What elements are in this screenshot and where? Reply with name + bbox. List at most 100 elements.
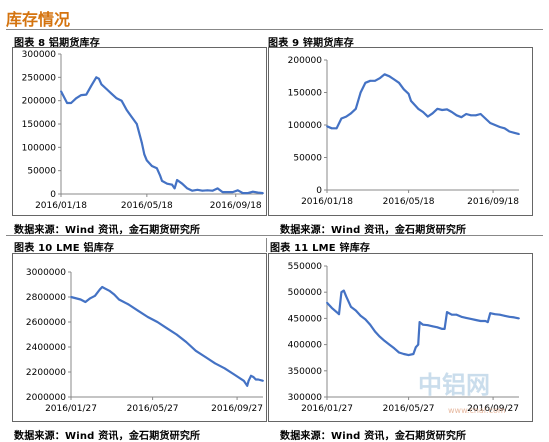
data-point [246, 384, 249, 387]
data-point [173, 187, 176, 190]
data-point [342, 289, 345, 292]
data-point [489, 122, 492, 124]
data-point [484, 117, 487, 120]
data-point [231, 191, 234, 194]
data-point [171, 183, 174, 186]
data-point [221, 191, 224, 194]
x-tick-label: 2016/05/18 [121, 201, 173, 211]
data-point [90, 84, 93, 87]
data-point [513, 316, 516, 319]
data-point [140, 141, 143, 144]
data-point [252, 190, 254, 193]
x-tick-label: 2016/09/27 [467, 404, 519, 414]
data-point [146, 316, 149, 318]
data-point [359, 314, 362, 317]
y-tick-label: 2800000 [26, 293, 66, 303]
y-tick-label: 400000 [288, 341, 323, 351]
data-point [66, 102, 68, 104]
data-point [330, 127, 333, 130]
data-point [262, 379, 264, 382]
data-point [214, 362, 216, 365]
data-point [241, 192, 244, 195]
data-point [398, 351, 400, 354]
data-point [103, 287, 106, 290]
data-point [518, 133, 520, 135]
chart-panel-4: 300000 350000 400000 450000 500000 550000 2016… [268, 253, 533, 422]
y-tick-label: 2600000 [26, 318, 66, 328]
y-tick-label: 500000 [288, 288, 323, 298]
data-point [340, 291, 343, 294]
data-point [84, 301, 87, 303]
data-point [407, 92, 410, 95]
series-line [326, 289, 520, 357]
y-tick-label: 2200000 [26, 368, 66, 378]
data-point [257, 191, 259, 194]
y-tick-label: 100000 [22, 143, 57, 153]
data-point [125, 109, 128, 111]
chart-panel-3: 2000000 2200000 2400000 2600000 2800000 30000… [12, 253, 267, 422]
data-point [247, 192, 249, 195]
data-point [498, 126, 501, 128]
data-point [191, 189, 194, 192]
data-point [185, 341, 188, 343]
data-point [115, 97, 118, 100]
data-point [135, 123, 138, 125]
data-point [70, 102, 72, 104]
data-point [359, 91, 362, 94]
data-point [330, 307, 333, 309]
data-point [206, 189, 209, 192]
data-point [94, 294, 96, 297]
data-point [326, 125, 328, 128]
data-point [98, 288, 101, 291]
data-point [79, 298, 82, 301]
data-point [513, 131, 516, 134]
data-point [426, 324, 429, 327]
data-point [486, 321, 489, 323]
x-tick-label: 2016/01/18 [301, 197, 353, 207]
column-divider [266, 238, 267, 252]
data-point [494, 313, 496, 316]
data-point [388, 75, 391, 78]
data-point [422, 111, 424, 113]
data-point [446, 108, 448, 111]
data-point [233, 373, 236, 376]
data-point [518, 317, 520, 320]
y-tick-label: 150000 [288, 89, 323, 99]
x-tick-label: 2016/09/27 [211, 404, 263, 414]
y-tick-label: 150000 [22, 120, 57, 130]
data-point [369, 323, 372, 326]
data-point [340, 117, 343, 120]
data-point [223, 367, 226, 370]
data-point [95, 76, 98, 79]
y-tick-label: 3000000 [26, 268, 66, 278]
data-point [378, 77, 381, 80]
data-point [204, 356, 207, 358]
data-point [176, 179, 179, 181]
data-point [156, 167, 158, 170]
data-point [156, 321, 159, 323]
data-point [75, 97, 77, 100]
data-point [161, 180, 163, 182]
data-point [479, 320, 482, 322]
data-point [436, 326, 439, 329]
x-tick-label: 2016/01/27 [45, 404, 97, 414]
data-point [175, 333, 178, 336]
watermark-url: www.cnal.com [448, 406, 506, 415]
x-tick-label: 2016/09/18 [210, 201, 262, 211]
y-tick-label: 350000 [288, 367, 323, 377]
data-point [455, 313, 458, 316]
data-point [369, 79, 372, 82]
data-point [60, 90, 62, 93]
data-point [326, 301, 328, 304]
data-point [226, 191, 229, 194]
data-point [450, 111, 453, 113]
data-point [383, 340, 386, 342]
data-point [151, 165, 153, 167]
chart-caption-2: 图表 9 锌期货库存 [268, 38, 354, 49]
x-tick-label: 2016/09/18 [467, 197, 519, 207]
data-point [503, 314, 506, 317]
data-point [186, 187, 189, 190]
data-point [460, 315, 463, 318]
data-source-1: 数据来源：Wind 资讯，金石期货研究所 [14, 225, 201, 236]
x-tick-label: 2016/05/27 [127, 404, 179, 414]
